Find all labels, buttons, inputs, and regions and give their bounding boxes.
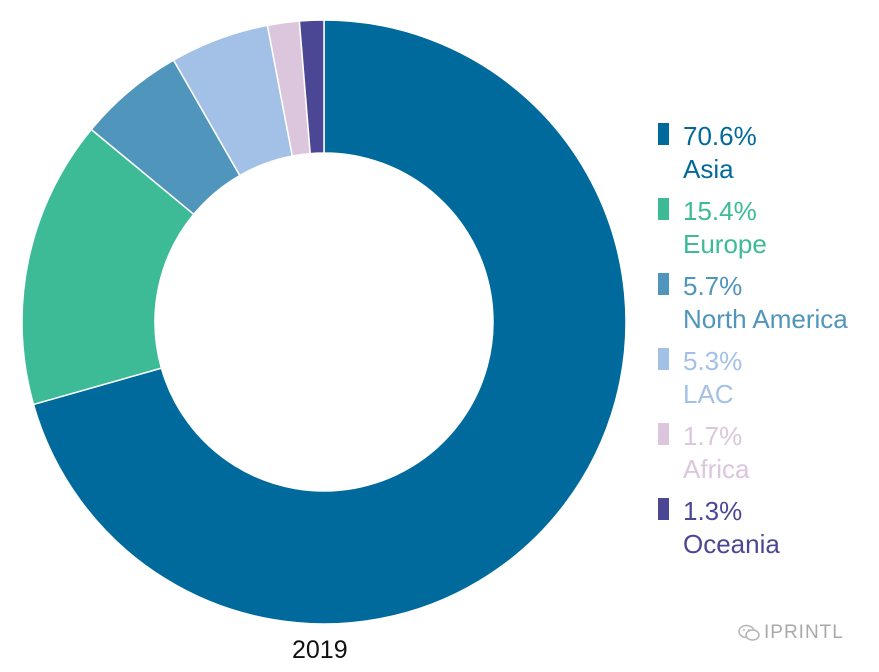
slice-europe	[21, 128, 195, 406]
legend-label: Europe	[683, 229, 767, 259]
legend-text: 15.4% Europe	[683, 195, 767, 261]
legend-label: North America	[683, 304, 848, 334]
legend-value: 5.7%	[683, 271, 743, 301]
legend-swatch	[658, 273, 669, 295]
legend-swatch	[658, 498, 669, 520]
legend-text: 1.7% Africa	[683, 420, 749, 486]
legend-text: 5.7% North America	[683, 270, 848, 336]
legend-swatch	[658, 348, 669, 370]
chart-caption-year: 2019	[292, 636, 348, 664]
watermark-text: IPRINTL	[764, 622, 844, 643]
legend-text: 5.3% LAC	[683, 345, 742, 411]
legend-swatch	[658, 198, 669, 220]
watermark: IPRINTL	[738, 622, 844, 644]
legend-swatch	[658, 123, 669, 145]
legend-swatch	[658, 423, 669, 445]
legend-value: 1.7%	[683, 421, 743, 451]
legend-text: 1.3% Oceania	[683, 495, 780, 561]
legend-value: 5.3%	[683, 346, 743, 376]
legend-value: 1.3%	[683, 496, 743, 526]
legend-label: Asia	[683, 154, 734, 184]
legend-label: LAC	[683, 379, 734, 409]
legend-value: 70.6%	[683, 121, 757, 151]
slice-asia	[32, 19, 627, 625]
legend-value: 15.4%	[683, 196, 757, 226]
slice-oceania	[298, 19, 325, 155]
legend-label: Oceania	[683, 529, 780, 559]
wechat-icon	[738, 624, 760, 641]
legend-label: Africa	[683, 454, 750, 484]
legend-text: 70.6% Asia	[683, 120, 757, 186]
